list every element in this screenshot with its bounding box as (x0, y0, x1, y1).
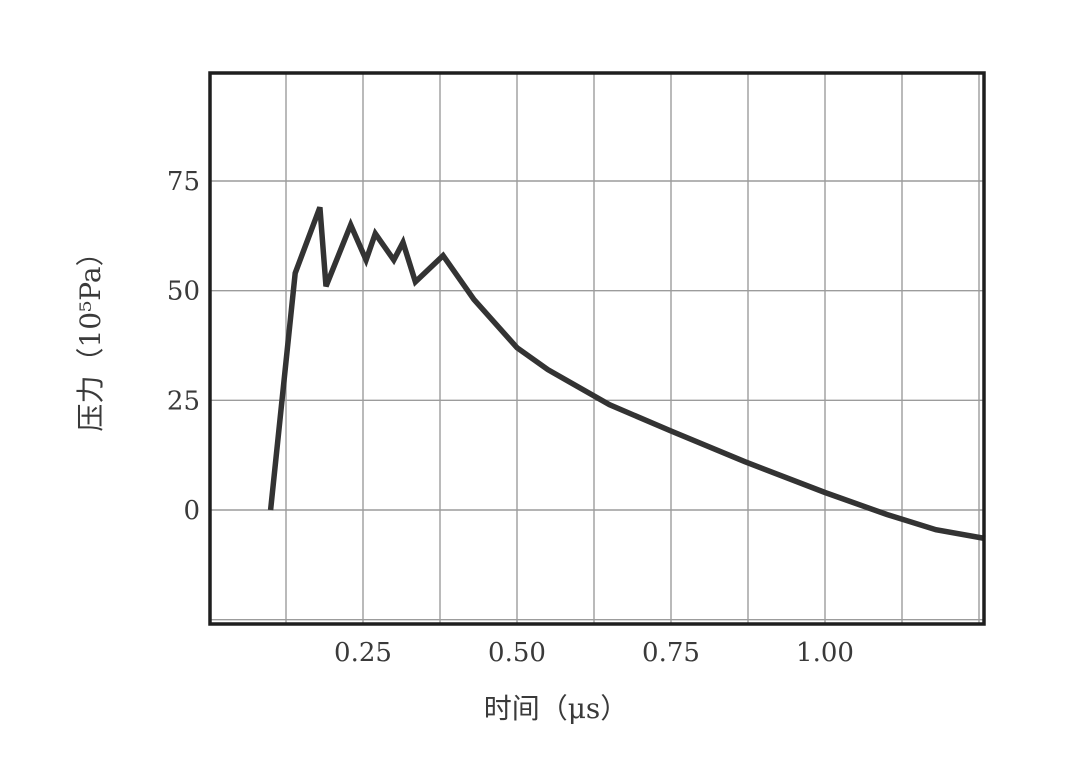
x-tick-label: 0.25 (334, 638, 392, 668)
tick-labels: 0.25 0.50 0.75 1.00 0 25 50 75 (167, 167, 854, 668)
x-tick-label: 0.75 (642, 638, 700, 668)
x-axis-label: 时间（μs） (484, 692, 629, 725)
plot-frame (208, 71, 986, 626)
x-tick-label: 0.50 (488, 638, 546, 668)
series-group (267, 206, 986, 542)
y-tick-label: 75 (167, 167, 200, 197)
x-tick-label: 1.00 (796, 638, 854, 668)
y-tick-label: 50 (167, 277, 200, 307)
grid (210, 73, 984, 624)
y-axis-label: 压力（10⁵Pa） (74, 238, 107, 431)
y-tick-label: 0 (183, 496, 200, 526)
y-tick-label: 25 (167, 386, 200, 416)
series-line-0 (267, 206, 986, 542)
